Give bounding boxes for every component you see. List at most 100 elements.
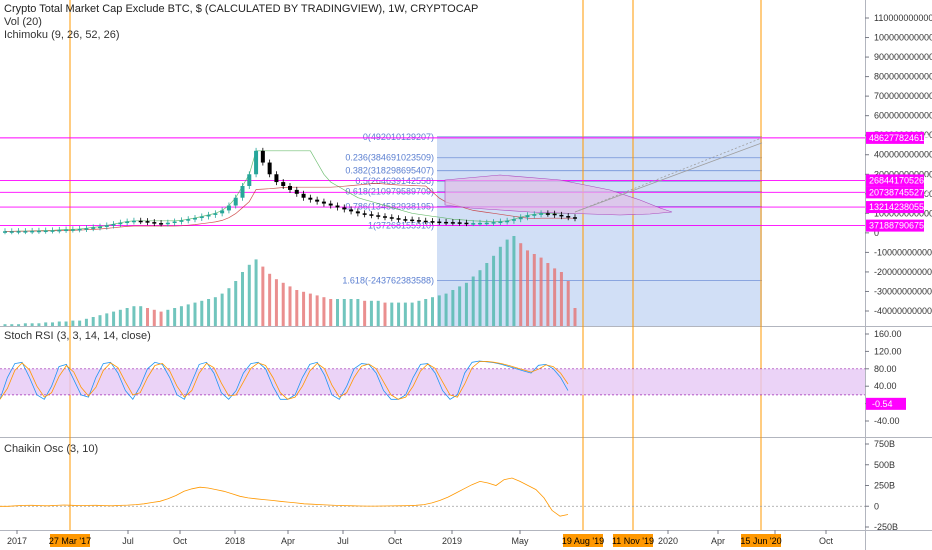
candle-body: [84, 228, 89, 230]
candle-body: [3, 231, 7, 233]
chart-title: Crypto Total Market Cap Exclude BTC, $ (…: [4, 3, 479, 15]
candle-body: [383, 216, 387, 218]
fib-level-label: 0.5(264639142558): [355, 176, 434, 186]
candle-body: [308, 197, 313, 200]
candle-body: [131, 220, 136, 223]
stoch-axis-label: 120.00: [874, 346, 902, 356]
candle-body: [444, 221, 449, 224]
volume-bar: [254, 259, 258, 326]
volume-bar: [173, 308, 177, 326]
candle-body: [165, 222, 170, 225]
price-label-text: 268441705268: [869, 175, 929, 185]
date-marker-label: 11 Nov '19: [612, 536, 654, 546]
candle-body: [281, 182, 286, 186]
volume-bar: [478, 270, 482, 326]
candle-body: [559, 214, 564, 217]
volume-bar: [349, 299, 353, 326]
candle-body: [220, 210, 225, 214]
candle-body: [260, 150, 265, 163]
trend-projection-line: [574, 142, 763, 213]
volume-bar: [200, 300, 204, 326]
price-axis-label: 400000000000: [874, 150, 932, 160]
candle-body: [104, 225, 109, 227]
price-label-box: [866, 201, 924, 214]
fib-level-label: 0(492010129207): [363, 132, 434, 142]
trend-projection-line: [574, 137, 763, 213]
volume-bar: [91, 317, 95, 326]
volume-bar: [363, 300, 367, 326]
volume-bar: [485, 263, 489, 326]
volume-bar: [186, 304, 190, 326]
volume-bar: [166, 309, 170, 326]
volume-bar: [268, 273, 272, 326]
volume-bar: [519, 243, 523, 326]
volume-bar: [397, 302, 401, 326]
stoch-axis-label: -40.00: [874, 416, 900, 426]
volume-bar: [247, 264, 251, 326]
fib-level-label: 0.236(384691023509): [345, 153, 434, 163]
candle-body: [410, 219, 415, 222]
price-label-box: [866, 131, 924, 144]
candle-body: [233, 197, 238, 206]
volume-bar: [159, 311, 163, 326]
price-axis-label: 700000000000: [874, 91, 932, 101]
volume-bar: [390, 302, 394, 326]
fib-level-label: 0.618(210979589709): [345, 187, 434, 197]
candle-body: [193, 218, 197, 220]
price-axis-label: -400000000000: [874, 306, 932, 316]
candle-body: [288, 185, 292, 190]
volume-bar: [424, 299, 428, 326]
candle-body: [274, 174, 279, 183]
volume-bar: [125, 308, 129, 326]
volume-bar: [98, 315, 102, 326]
candle-body: [199, 216, 204, 219]
candle-body: [552, 213, 557, 216]
fib-level-label: 1.618(-243762383588): [342, 275, 434, 285]
price-axis-label: 1100000000000: [874, 13, 932, 23]
fib-retracement-area: [437, 136, 762, 326]
volume-bar: [539, 257, 543, 326]
candle-body: [36, 230, 41, 233]
candle-body: [70, 229, 75, 231]
volume-bar: [302, 291, 306, 326]
volume-bar: [37, 323, 41, 326]
candle-body: [369, 214, 374, 216]
volume-bar: [213, 297, 217, 326]
stoch-rsi-title: Stoch RSI (3, 3, 14, 14, close): [4, 330, 151, 342]
volume-bar: [369, 300, 373, 326]
volume-bar: [492, 255, 496, 326]
volume-bar: [207, 299, 211, 326]
stoch-axis-label: 80.00: [874, 364, 897, 374]
chaikin-axis-label: 0: [874, 501, 879, 511]
candle-body: [321, 201, 326, 204]
volume-bar: [308, 293, 312, 326]
volume-bar: [105, 313, 109, 326]
time-axis-label: Oct: [819, 536, 834, 546]
volume-bar: [383, 302, 387, 326]
candle-body: [355, 211, 360, 214]
ichimoku-indicator-label: Ichimoku (9, 26, 52, 26): [4, 29, 120, 41]
candle-body: [226, 205, 231, 211]
time-axis-label: Apr: [711, 536, 725, 546]
candle-body: [349, 209, 354, 212]
volume-bar: [152, 309, 156, 326]
candle-body: [247, 174, 252, 186]
candle-body: [159, 223, 164, 225]
volume-bar: [315, 295, 319, 326]
date-marker-box: [50, 534, 90, 547]
candle-body: [389, 217, 394, 219]
time-axis-label: Oct: [173, 536, 188, 546]
volume-bar: [532, 254, 536, 326]
volume-bar: [51, 322, 54, 326]
volume-bar: [261, 266, 265, 326]
candle-body: [125, 221, 130, 224]
candle-body: [505, 220, 510, 223]
candle-body: [532, 214, 537, 216]
candle-body: [179, 220, 184, 222]
volume-bar: [444, 293, 448, 326]
date-marker-label: 15 Jun '20: [740, 536, 781, 546]
volume-bar: [146, 308, 149, 326]
volume-bar: [553, 268, 557, 326]
candle-body: [172, 221, 177, 224]
